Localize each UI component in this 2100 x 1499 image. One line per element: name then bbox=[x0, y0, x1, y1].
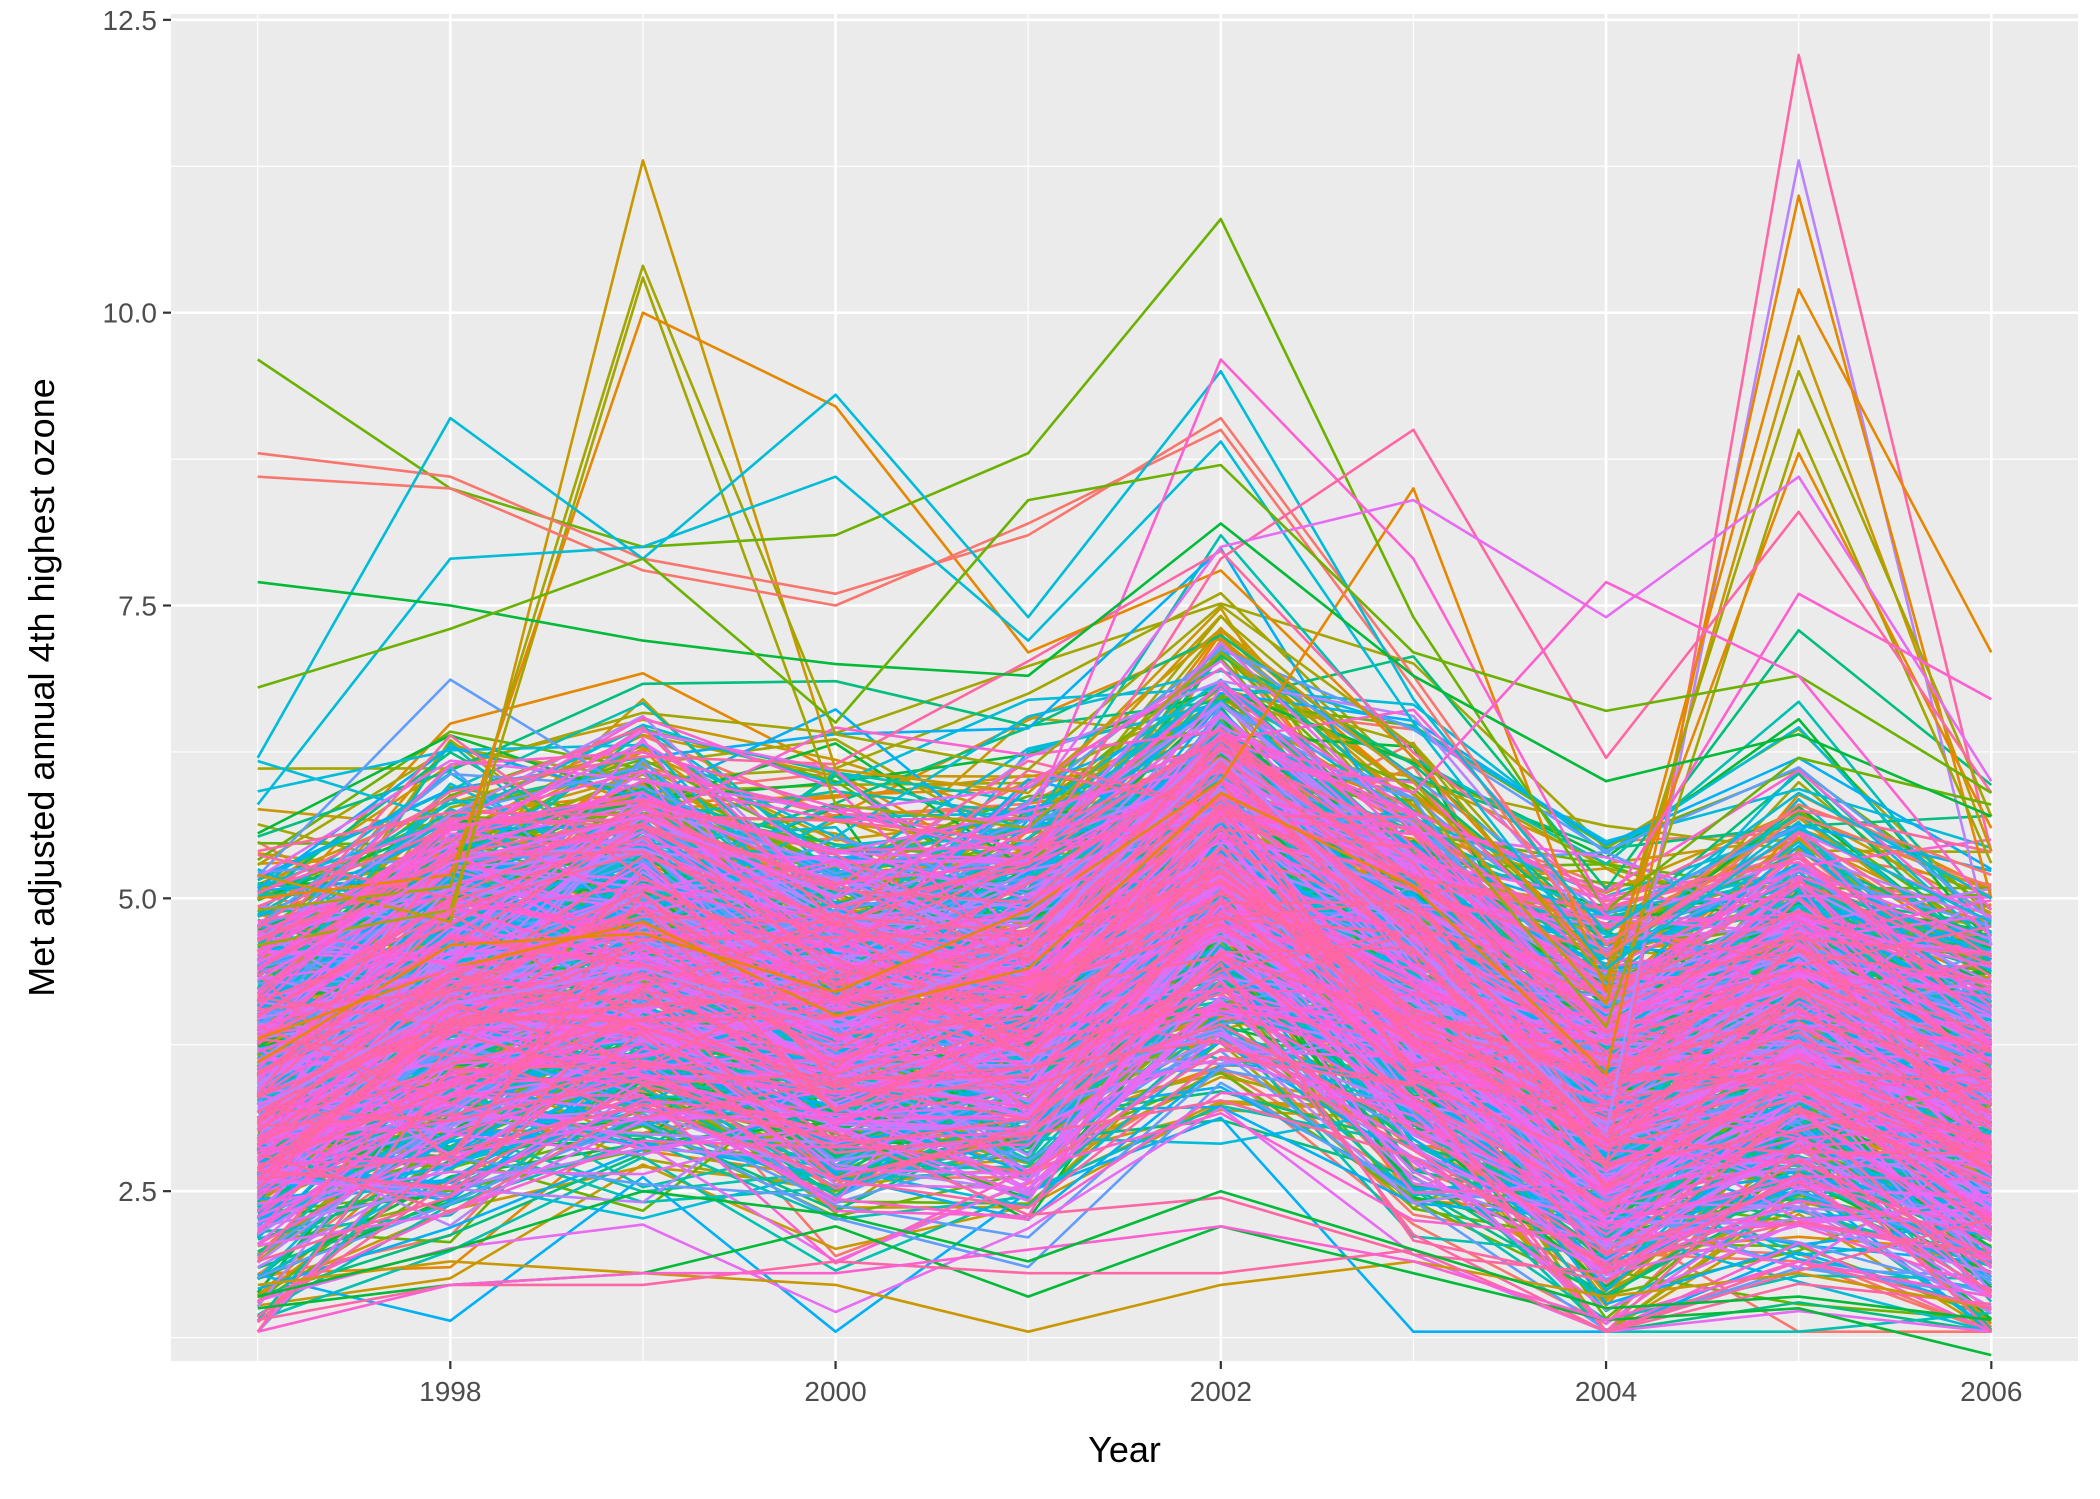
series-line bbox=[257, 1106, 1992, 1333]
series-line bbox=[257, 1189, 1992, 1322]
series-line bbox=[256, 682, 1992, 963]
series-line bbox=[256, 1038, 1993, 1298]
series-line bbox=[256, 806, 1992, 1126]
series-line bbox=[257, 463, 1992, 795]
series-line bbox=[257, 917, 1993, 1174]
series-line bbox=[257, 708, 1992, 997]
series-line bbox=[257, 687, 1993, 946]
series-line bbox=[257, 915, 1992, 1097]
series-line bbox=[257, 264, 1993, 982]
y-tick-label: 2.5 bbox=[118, 1176, 157, 1207]
series-line bbox=[257, 815, 1992, 1254]
series-line bbox=[256, 643, 1993, 1003]
series-line bbox=[257, 1023, 1992, 1293]
series-line bbox=[256, 1047, 1992, 1333]
series-line bbox=[257, 475, 1993, 982]
series-line bbox=[256, 358, 1992, 970]
series-line bbox=[257, 1225, 1992, 1333]
y-tick-label: 10.0 bbox=[103, 298, 158, 329]
series-line bbox=[256, 891, 1992, 1164]
series-line bbox=[257, 759, 1992, 999]
series-line bbox=[257, 763, 1992, 991]
series-line bbox=[257, 763, 1992, 1075]
series-line bbox=[256, 1084, 1992, 1318]
x-tick-label: 2006 bbox=[1960, 1376, 2022, 1407]
x-tick-label: 2004 bbox=[1575, 1376, 1637, 1407]
series-line bbox=[256, 929, 1992, 1151]
series-line bbox=[257, 580, 1993, 1029]
y-tick-label: 5.0 bbox=[118, 883, 157, 914]
series-line bbox=[256, 846, 1992, 1172]
series-line bbox=[257, 953, 1992, 1206]
series-line bbox=[256, 946, 1993, 1234]
series-line bbox=[256, 911, 1992, 1116]
series-line bbox=[256, 716, 1992, 973]
series-line bbox=[257, 1104, 1992, 1333]
y-tick-label: 7.5 bbox=[118, 591, 157, 622]
series-line bbox=[256, 766, 1992, 1084]
series-line bbox=[257, 900, 1992, 1167]
series-line bbox=[256, 935, 1993, 1144]
series-line bbox=[256, 1000, 1992, 1333]
series-line bbox=[256, 734, 1992, 1001]
series-line bbox=[256, 871, 1992, 1144]
series-line bbox=[257, 1028, 1992, 1266]
series-line bbox=[257, 628, 1993, 891]
series-line bbox=[257, 928, 1992, 1171]
series-line bbox=[256, 850, 1992, 1096]
series-lines bbox=[256, 53, 1993, 1357]
series-line bbox=[256, 369, 1992, 935]
axes: 1998 2000 2002 2004 2006 2.5 5.0 7.5 10.0 12.5 bbox=[103, 5, 2023, 1407]
series-line bbox=[256, 947, 1992, 1284]
series-line bbox=[257, 794, 1992, 1004]
series-line bbox=[257, 428, 1992, 959]
series-line bbox=[257, 954, 1992, 1174]
series-line bbox=[257, 778, 1992, 1108]
series-line bbox=[256, 888, 1992, 1147]
series-line bbox=[257, 428, 1993, 1017]
series-line bbox=[257, 159, 1993, 1134]
series-line bbox=[256, 892, 1993, 1225]
x-tick-label: 1998 bbox=[419, 1376, 481, 1407]
y-axis-title: Met adjusted annual 4th highest ozone bbox=[21, 378, 62, 996]
series-line bbox=[257, 724, 1992, 1032]
series-line bbox=[256, 549, 1992, 930]
series-line bbox=[257, 522, 1992, 818]
x-tick-label: 2002 bbox=[1190, 1376, 1252, 1407]
x-axis-title: Year bbox=[1088, 1429, 1161, 1470]
series-line bbox=[256, 770, 1993, 1066]
series-line bbox=[257, 984, 1993, 1333]
y-tick-label: 12.5 bbox=[103, 5, 158, 36]
series-line bbox=[256, 440, 1992, 970]
series-line bbox=[256, 831, 1993, 1140]
series-line bbox=[257, 726, 1993, 970]
series-line bbox=[257, 735, 1992, 1040]
series-line bbox=[256, 1091, 1992, 1333]
x-tick-label: 2000 bbox=[804, 1376, 866, 1407]
series-line bbox=[257, 1248, 1992, 1333]
series-line bbox=[257, 862, 1993, 1126]
series-line bbox=[257, 287, 1993, 1064]
series-line bbox=[257, 738, 1992, 978]
series-line bbox=[257, 1260, 1992, 1333]
series-line bbox=[257, 748, 1992, 984]
